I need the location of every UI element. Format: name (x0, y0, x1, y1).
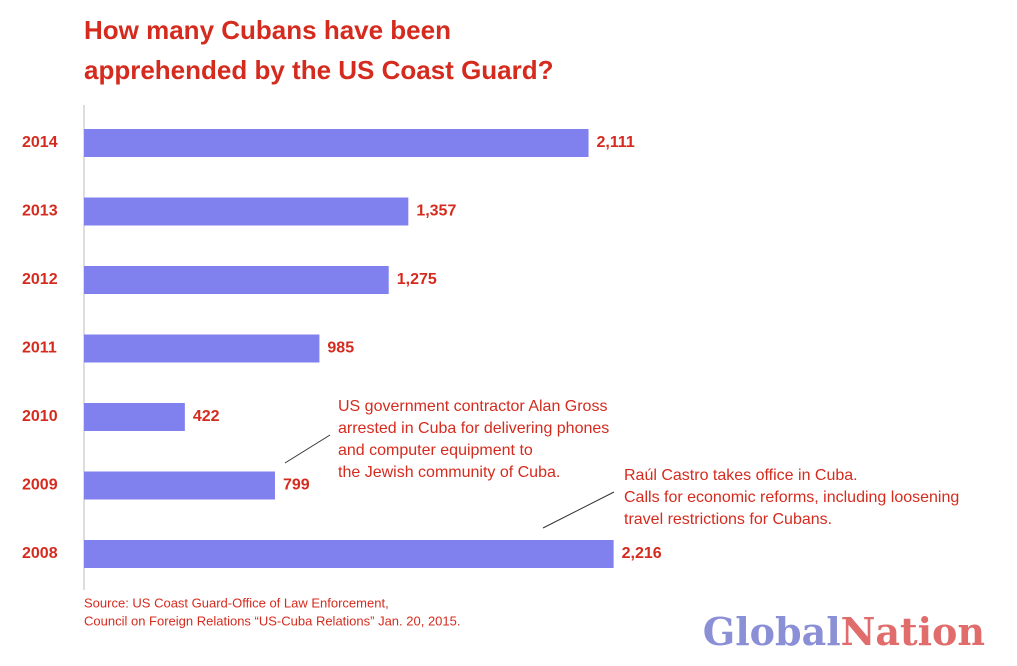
bar (84, 540, 614, 568)
leader-line (284, 434, 331, 464)
chart-title: How many Cubans have been (84, 15, 451, 45)
bar (84, 197, 409, 226)
value-label: 799 (283, 477, 310, 494)
logo-part: Global (703, 609, 841, 654)
y-tick-label: 2008 (22, 545, 58, 562)
y-tick-label: 2014 (22, 134, 58, 151)
logo-part: Nation (841, 609, 985, 654)
y-tick-label: 2013 (22, 203, 58, 220)
y-tick-label: 2011 (22, 340, 57, 357)
chart-title: apprehended by the US Coast Guard? (84, 55, 554, 85)
bar (84, 334, 320, 363)
leader-line (542, 491, 615, 529)
annotation: travel restrictions for Cubans. (624, 511, 832, 528)
value-label: 422 (193, 408, 220, 425)
annotation: and computer equipment to (338, 442, 533, 459)
value-label: 2,216 (622, 545, 662, 562)
annotation: the Jewish community of Cuba. (338, 464, 560, 481)
y-tick-label: 2010 (22, 408, 58, 425)
bar (84, 471, 275, 500)
bar (84, 266, 389, 294)
y-tick-label: 2012 (22, 271, 58, 288)
bar (84, 403, 185, 431)
annotation: Calls for economic reforms, including lo… (624, 489, 959, 506)
value-label: 1,357 (416, 203, 456, 220)
source: Council on Foreign Relations “US-Cuba Re… (84, 613, 460, 628)
logo: GlobalNation (703, 609, 985, 654)
annotation: arrested in Cuba for delivering phones (338, 420, 609, 437)
value-label: 2,111 (597, 134, 635, 151)
annotation: US government contractor Alan Gross (338, 398, 607, 415)
annotation: Raúl Castro takes office in Cuba. (624, 467, 858, 484)
bar (84, 129, 589, 157)
value-label: 1,275 (397, 271, 437, 288)
source: Source: US Coast Guard-Office of Law Enf… (84, 595, 389, 610)
value-label: 985 (327, 340, 354, 357)
y-tick-label: 2009 (22, 477, 58, 494)
